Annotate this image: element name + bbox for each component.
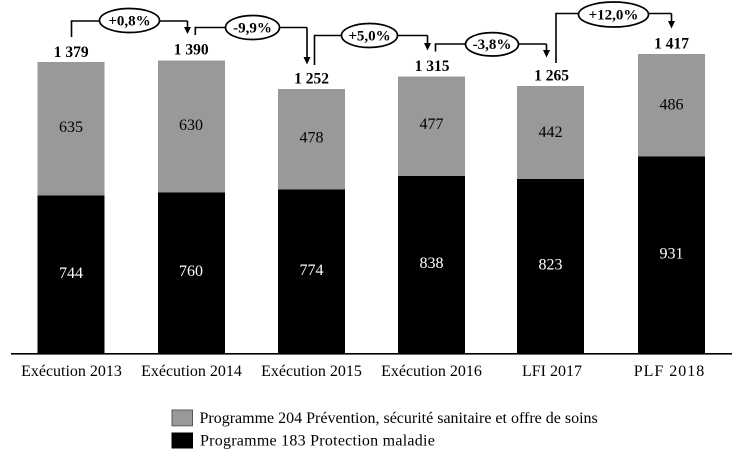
svg-text:1 265: 1 265 xyxy=(534,68,569,85)
svg-text:Exécution 2013: Exécution 2013 xyxy=(21,363,122,380)
svg-text:838: 838 xyxy=(420,255,444,272)
svg-text:477: 477 xyxy=(420,116,444,133)
svg-text:Programme 204 Prévention, sécu: Programme 204 Prévention, sécurité sanit… xyxy=(200,410,598,427)
svg-text:PLF 2018: PLF 2018 xyxy=(634,363,706,380)
svg-text:Exécution 2015: Exécution 2015 xyxy=(261,363,362,380)
svg-text:-3,8%: -3,8% xyxy=(473,37,512,53)
svg-text:1 390: 1 390 xyxy=(174,42,209,59)
svg-text:744: 744 xyxy=(59,265,83,282)
svg-text:635: 635 xyxy=(59,119,83,136)
svg-text:774: 774 xyxy=(300,262,324,279)
svg-text:931: 931 xyxy=(660,246,684,263)
svg-text:1 379: 1 379 xyxy=(54,44,89,61)
svg-text:+5,0%: +5,0% xyxy=(348,29,390,45)
svg-text:Exécution 2016: Exécution 2016 xyxy=(381,363,482,380)
svg-text:478: 478 xyxy=(300,130,324,147)
svg-text:823: 823 xyxy=(539,257,563,274)
svg-text:486: 486 xyxy=(660,97,684,114)
svg-text:+0,8%: +0,8% xyxy=(108,14,150,30)
svg-text:+12,0%: +12,0% xyxy=(589,8,639,24)
svg-text:Programme 183 Protection malad: Programme 183 Protection maladie xyxy=(200,433,435,450)
svg-text:-9,9%: -9,9% xyxy=(233,21,272,37)
svg-text:1 417: 1 417 xyxy=(654,36,689,53)
svg-text:1 315: 1 315 xyxy=(415,58,450,75)
svg-text:630: 630 xyxy=(179,117,203,134)
svg-text:442: 442 xyxy=(539,124,563,141)
svg-text:LFI 2017: LFI 2017 xyxy=(522,363,582,380)
svg-text:1 252: 1 252 xyxy=(294,71,329,88)
svg-text:760: 760 xyxy=(179,263,203,280)
svg-text:Exécution 2014: Exécution 2014 xyxy=(141,363,242,380)
